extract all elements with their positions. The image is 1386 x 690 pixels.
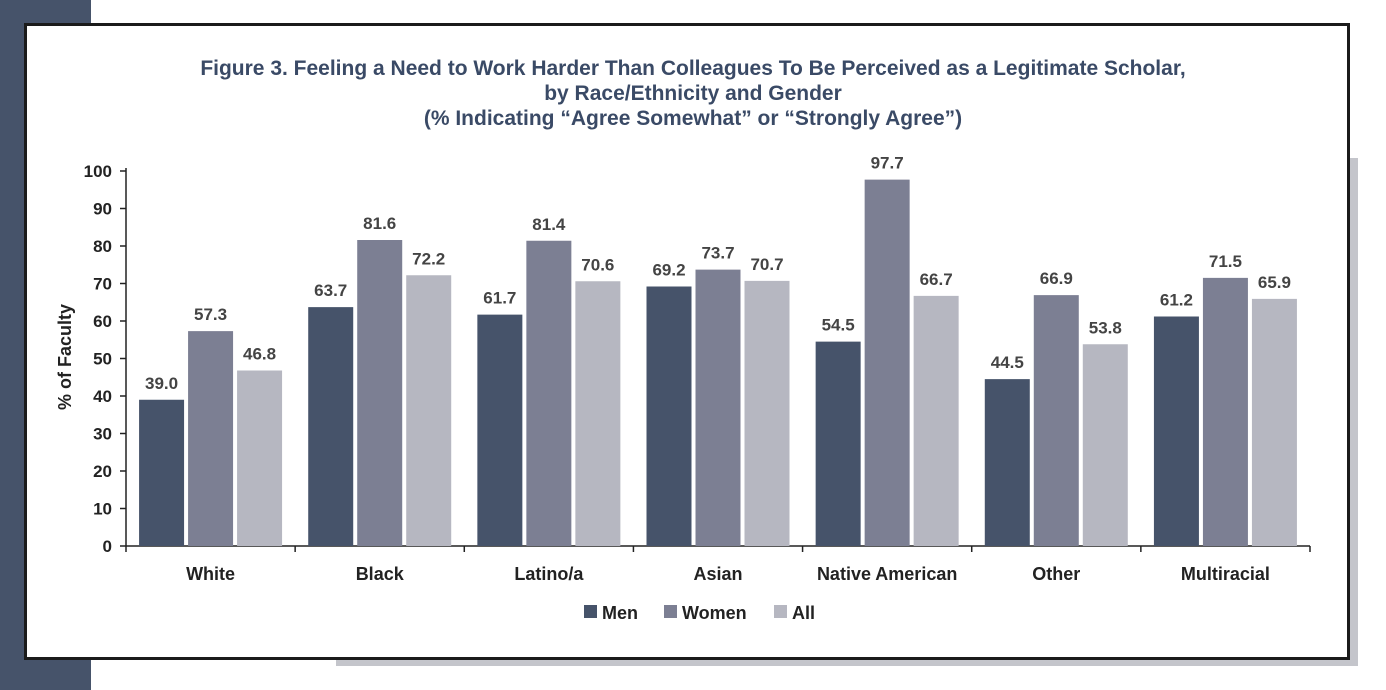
value-label: 69.2	[652, 261, 685, 280]
bar-women	[188, 331, 234, 546]
value-label: 53.8	[1089, 318, 1122, 337]
category-labels: White Black Latino/a Asian Native American Ot…	[125, 546, 1311, 584]
bar-all	[237, 370, 283, 546]
bar-men	[1153, 316, 1199, 546]
y-axis-label: % of Faculty	[55, 304, 75, 410]
bars: 39.0 57.3 46.8 63.7 81.6 72.2 61.7 81.4 70.6 69.2…	[139, 154, 1297, 546]
y-tick-label: 60	[93, 312, 112, 331]
value-label: 70.7	[750, 255, 783, 274]
value-label: 46.8	[243, 345, 276, 364]
value-label: 81.6	[363, 214, 396, 233]
bar-all	[1251, 298, 1297, 546]
bar-all	[575, 281, 621, 546]
y-tick-label: 100	[84, 162, 112, 181]
value-label: 70.6	[581, 255, 614, 274]
bar-women	[864, 179, 910, 546]
value-label: 65.9	[1258, 273, 1291, 292]
bar-all	[744, 280, 790, 546]
value-label: 66.9	[1040, 269, 1073, 288]
y-tick-label: 70	[93, 275, 112, 294]
bar-women	[357, 240, 403, 546]
bar-women	[1202, 277, 1248, 546]
category-label: Native American	[817, 564, 957, 584]
value-label: 73.7	[701, 244, 734, 263]
y-tick-label: 30	[93, 425, 112, 444]
y-tick-label: 20	[93, 462, 112, 481]
chart-title-line-3: (% Indicating “Agree Somewhat” or “Stron…	[423, 107, 963, 130]
legend-label-men: Men	[602, 603, 638, 623]
category-label: Asian	[693, 564, 742, 584]
chart-title-line-1: Figure 3. Feeling a Need to Work Harder …	[200, 57, 1186, 80]
value-label: 81.4	[532, 215, 566, 234]
y-tick-label: 50	[93, 350, 112, 369]
legend-swatch-all	[774, 605, 787, 618]
bar-men	[984, 379, 1030, 546]
bar-men	[308, 307, 354, 546]
value-label: 39.0	[145, 374, 178, 393]
value-label: 44.5	[991, 353, 1024, 372]
category-label: White	[186, 564, 235, 584]
value-label: 61.7	[483, 289, 516, 308]
value-label: 61.2	[1160, 291, 1193, 310]
legend-label-all: All	[792, 603, 815, 623]
y-ticks: 0 10 20 30 40 50 60 70 80 90 100	[84, 162, 126, 556]
legend-swatch-women	[664, 605, 677, 618]
bar-women	[1033, 295, 1079, 546]
value-label: 72.2	[412, 249, 445, 268]
value-label: 57.3	[194, 305, 227, 324]
value-label: 63.7	[314, 281, 347, 300]
value-label: 97.7	[871, 154, 904, 173]
bar-all	[913, 295, 959, 546]
category-label: Multiracial	[1181, 564, 1270, 584]
bar-women	[526, 240, 572, 546]
legend-swatch-men	[584, 605, 597, 618]
bar-men	[646, 286, 692, 546]
bar-men	[477, 314, 523, 546]
y-tick-label: 90	[93, 200, 112, 219]
legend-label-women: Women	[682, 603, 747, 623]
category-label: Latino/a	[514, 564, 584, 584]
bar-women	[695, 269, 741, 546]
y-tick-label: 40	[93, 387, 112, 406]
value-label: 71.5	[1209, 252, 1242, 271]
y-tick-label: 80	[93, 237, 112, 256]
y-tick-label: 0	[103, 537, 112, 556]
legend: Men Women All	[584, 603, 815, 623]
bar-men	[815, 341, 861, 546]
category-label: Other	[1032, 564, 1080, 584]
bar-all	[1082, 344, 1128, 546]
value-label: 54.5	[822, 316, 855, 335]
value-label: 66.7	[920, 270, 953, 289]
bar-all	[406, 275, 452, 546]
y-tick-label: 10	[93, 500, 112, 519]
chart-title-line-2: by Race/Ethnicity and Gender	[544, 82, 842, 105]
category-label: Black	[356, 564, 405, 584]
bar-men	[139, 399, 185, 546]
